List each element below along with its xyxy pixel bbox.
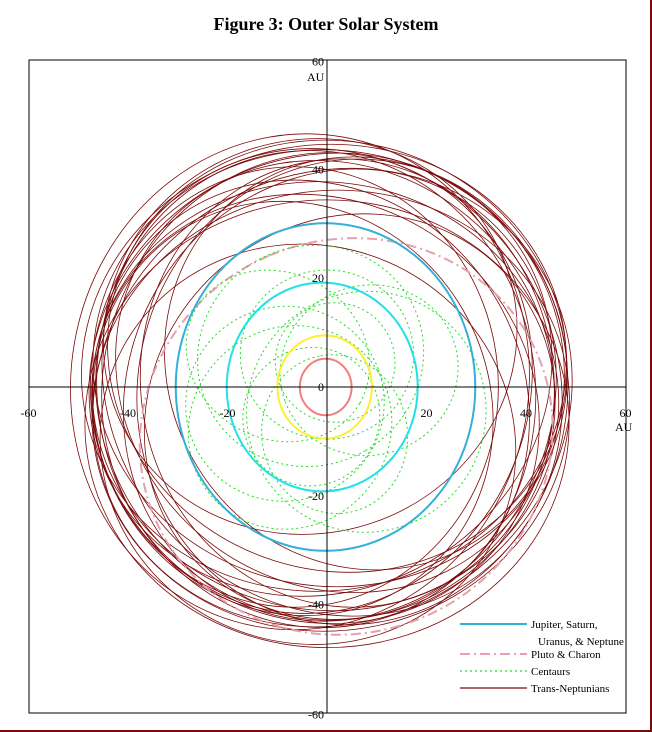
y-axis-unit: AU [307,70,325,84]
x-tick-label: -40 [120,406,136,420]
tno-orbit [92,149,568,588]
tno-orbit [81,143,567,592]
tno-orbit [101,148,563,617]
pluto-orbit [138,237,554,636]
x-tick-label: 60 [620,406,632,420]
tno-orbit [92,167,573,628]
centaur-orbit [185,269,371,443]
tno-orbit [95,179,530,621]
tno-orbit [107,139,568,573]
y-tick-label: 20 [312,271,324,285]
y-tick-label: 0 [318,380,324,394]
tno-orbit [164,156,565,571]
chart-title: Figure 3: Outer Solar System [213,14,439,34]
y-tick-label: 40 [312,162,324,176]
tno-orbit [103,138,518,535]
centaur-orbit [185,305,385,502]
tno-orbit [96,150,537,629]
x-tick-label: 40 [520,406,532,420]
axes-layer [29,60,626,713]
centaur-orbit [274,302,396,423]
y-tick-label: -40 [308,598,324,612]
tick-labels: -60 -40 -20 20 40 60 60 40 20 0 -20 -40 -60 [21,55,632,722]
centaur-orbit [187,325,393,530]
legend-label-pluto: Pluto & Charon [531,649,601,661]
y-tick-label: -60 [308,708,324,722]
tno-orbit [115,160,555,593]
centaur-orbit [242,346,381,487]
centaur-orbit [261,354,409,515]
tno-orbit [101,152,533,614]
x-tick-label: -20 [220,406,236,420]
centaur-orbit [197,244,425,468]
tno-orbit [99,243,517,645]
centaur-orbit [246,290,487,533]
x-tick-label: -60 [21,406,37,420]
y-tick-label: -20 [308,489,324,503]
legend-label-giants: Jupiter, Saturn, [531,619,598,631]
legend-label-giants: Uranus, & Neptune [538,636,624,648]
x-tick-label: 20 [421,406,433,420]
tno-orbit [91,181,560,612]
legend-label-centaurs: Centaurs [531,666,570,678]
legend-label-tno: Trans-Neptunians [531,683,609,695]
x-axis-unit: AU [615,420,633,434]
y-tick-label: 60 [312,55,324,69]
orbits-layer [70,133,573,649]
